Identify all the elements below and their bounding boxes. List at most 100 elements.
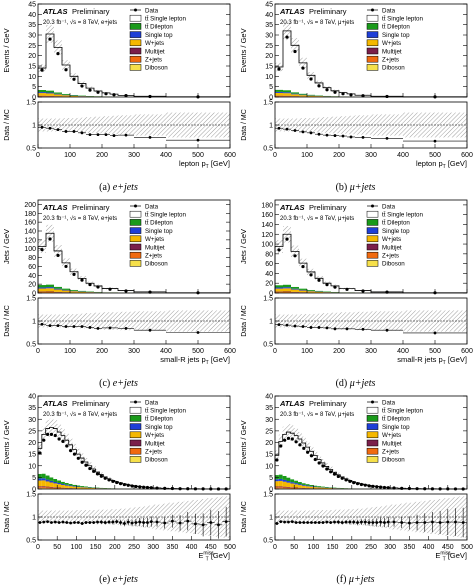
- dilepton-bar: [70, 94, 78, 96]
- ratio-uncertainty-band: [95, 509, 100, 525]
- single-top-bar: [54, 288, 62, 290]
- ttbar-single-lepton-bar: [110, 480, 115, 489]
- data-point: [317, 278, 321, 282]
- y-tick-label: 80: [28, 255, 36, 262]
- multijet-bar: [294, 487, 299, 488]
- y-tick-label: 20: [28, 53, 36, 60]
- dilepton-bar: [299, 288, 307, 290]
- data-point: [355, 482, 360, 486]
- caption-prefix: (a): [99, 182, 113, 193]
- legend-swatch: [366, 439, 379, 447]
- data-point: [56, 253, 60, 257]
- multijet-bar: [45, 486, 50, 488]
- legend-label: W+jets: [382, 236, 401, 243]
- ratio-point: [69, 521, 73, 525]
- ratio-point: [325, 133, 329, 137]
- x-tick-label: 400: [160, 152, 172, 159]
- zjets-bar: [290, 487, 295, 489]
- ratio-uncertainty-band: [332, 509, 337, 525]
- info-line: 20.3 fb⁻¹, √s = 8 TeV, μ+jets: [280, 19, 354, 26]
- ttbar-single-lepton-bar: [57, 432, 62, 481]
- x-tick-label: 400: [397, 152, 409, 159]
- dilepton-bar: [328, 487, 333, 488]
- ratio-point: [80, 131, 84, 135]
- data-point: [313, 457, 317, 462]
- data-point: [400, 486, 404, 490]
- data-point: [92, 469, 96, 473]
- ratio-point: [48, 324, 52, 327]
- data-point: [76, 456, 80, 460]
- dilepton-bar: [309, 484, 314, 487]
- stack-group: [38, 224, 230, 293]
- data-point: [277, 248, 281, 252]
- single-top-bar: [38, 92, 46, 94]
- ratio-point: [196, 138, 200, 142]
- wjets-bar: [45, 481, 50, 487]
- x-tick-label: 600: [461, 152, 473, 159]
- ratio-y-tick-label: 1.5: [26, 296, 36, 303]
- wjets-bar: [298, 485, 302, 488]
- legend-swatch: [366, 55, 379, 63]
- ratio-point: [283, 520, 286, 524]
- data-point: [361, 289, 365, 293]
- info-line: 20.3 fb⁻¹, √s = 8 TeV, e+jets: [43, 411, 117, 418]
- wjets-bar: [78, 291, 86, 293]
- dilepton-bar: [45, 475, 50, 480]
- legend-swatch: [129, 235, 142, 243]
- legend-label: W+jets: [145, 236, 164, 243]
- y-tick-label: 0: [32, 95, 36, 102]
- legend-swatch: [366, 23, 379, 30]
- ratio-point: [171, 519, 174, 523]
- panel-caption: (e) e+jets: [0, 574, 237, 585]
- chart-svg: 0 20 40 60 80 100 120 140 160 180 0 100 200 300 400 500…: [239, 199, 473, 366]
- ratio-uncertainty-band: [153, 504, 161, 530]
- dilepton-bar: [57, 480, 62, 483]
- ratio-point: [309, 131, 313, 135]
- legend-label: tt̄ Single lepton: [382, 16, 423, 23]
- ratio-point: [361, 136, 365, 139]
- single-top-bar: [291, 93, 299, 95]
- info-line: 20.3 fb⁻¹, √s = 8 TeV, e+jets: [43, 19, 117, 26]
- wjets-bar: [323, 292, 331, 293]
- panel-caption: (b) μ+jets: [237, 182, 474, 193]
- dilepton-bar: [286, 477, 291, 482]
- ttbar-single-lepton-bar: [299, 263, 307, 289]
- legend-marker: [371, 204, 374, 208]
- dilepton-bar: [283, 284, 291, 288]
- legend-swatch: [366, 39, 379, 47]
- ratio-point: [64, 130, 68, 133]
- ratio-uncertainty-band: [278, 510, 283, 524]
- zjets-bar: [294, 487, 299, 489]
- ratio-point: [163, 521, 167, 525]
- y-tick-label: 20: [265, 281, 273, 288]
- ratio-point: [348, 520, 352, 524]
- x-axis-label: lepton pT [GeV]: [179, 159, 230, 170]
- data-point: [103, 476, 107, 480]
- data-point: [64, 68, 68, 72]
- y-tick-label: 5: [32, 84, 36, 91]
- legend-label: Single top: [145, 424, 173, 431]
- legend-label: Multijet: [382, 244, 402, 251]
- data-point: [72, 77, 76, 81]
- legend-swatch: [129, 227, 142, 234]
- x-tick-label: 0: [273, 348, 277, 355]
- data-point: [293, 254, 297, 258]
- x-axis-label-sub: T: [206, 164, 209, 170]
- ratio-uncertainty-band: [41, 510, 46, 524]
- ratio-point: [287, 520, 290, 524]
- zjets-bar: [61, 488, 65, 489]
- x-tick-label: 100: [64, 348, 76, 355]
- ttbar-single-lepton-bar: [95, 472, 100, 488]
- dilepton-bar: [38, 89, 46, 93]
- legend-label: Multijet: [145, 440, 165, 447]
- ratio-point: [88, 133, 92, 137]
- dilepton-bar: [41, 473, 46, 479]
- ttbar-single-lepton-bar: [38, 68, 46, 90]
- data-point: [277, 67, 281, 71]
- data-point: [130, 484, 134, 488]
- ratio-point: [88, 521, 92, 524]
- legend-swatch: [129, 260, 142, 267]
- legend-label: Single top: [382, 424, 410, 431]
- legend-swatch: [366, 415, 379, 422]
- x-tick-label: 200: [96, 348, 108, 355]
